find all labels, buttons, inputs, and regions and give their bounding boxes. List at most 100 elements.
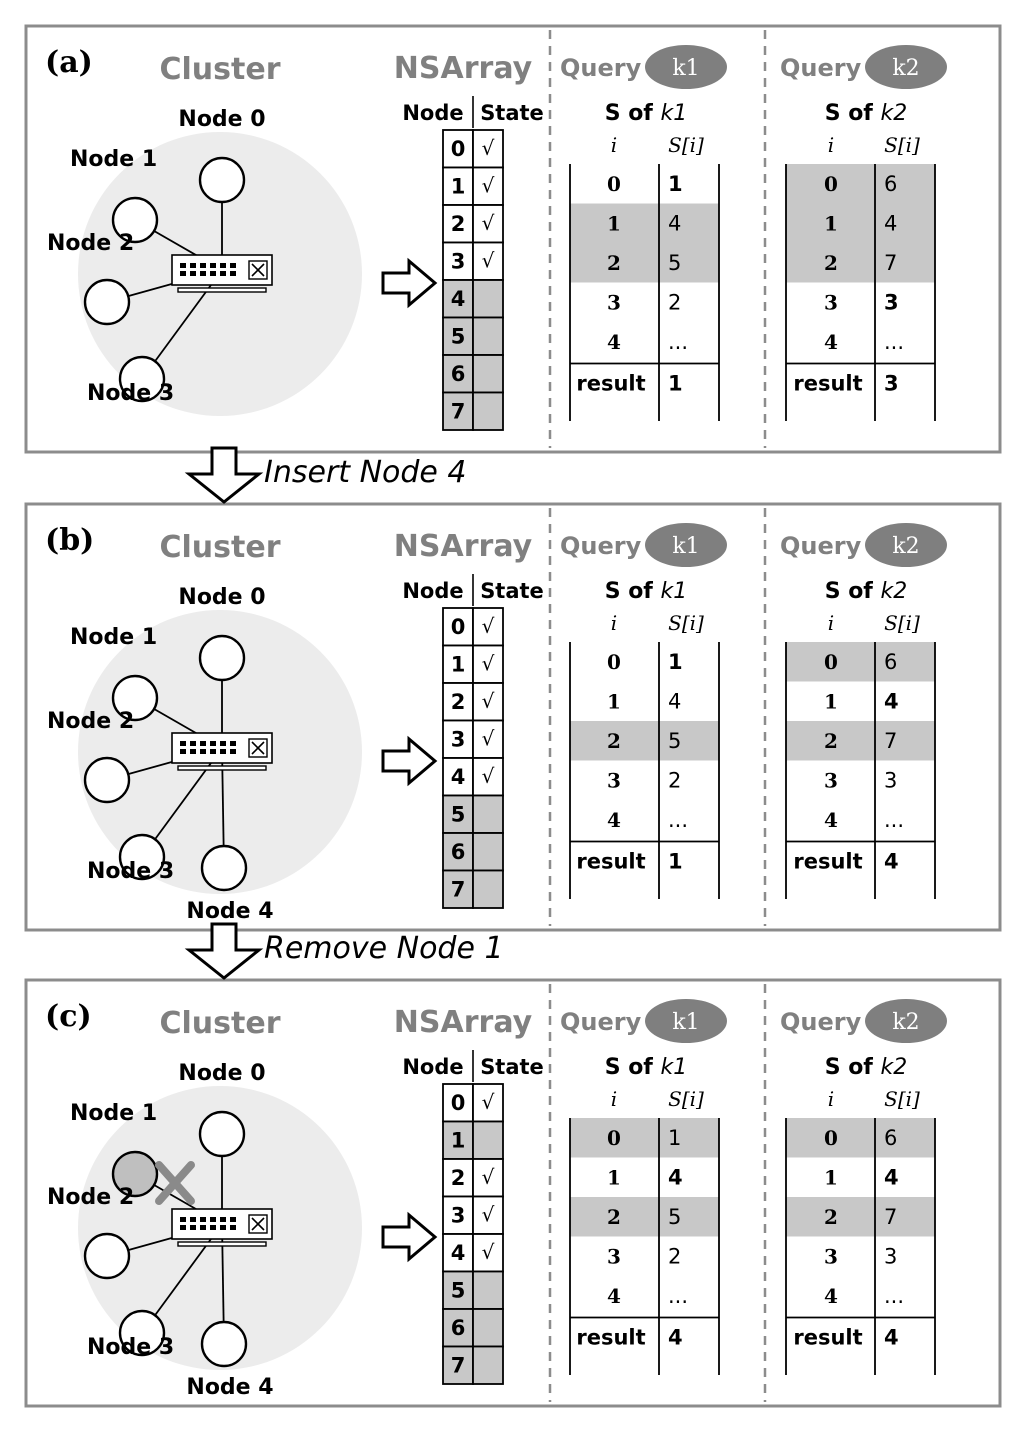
highlight-row — [786, 721, 935, 761]
query-label: Query — [780, 54, 862, 82]
nsarray-node-cell — [442, 1120, 474, 1160]
nsarray-state-mark: √ — [482, 174, 495, 198]
row-value: 4 — [884, 1166, 899, 1190]
row-index: 0 — [607, 1126, 621, 1150]
row-index: 1 — [607, 212, 621, 236]
nsarray-node-index: 3 — [451, 728, 466, 752]
highlight-row — [786, 164, 935, 204]
highlight-row — [570, 243, 719, 283]
row-index: 1 — [607, 690, 621, 714]
query-key: k1 — [672, 534, 699, 559]
nsarray-state-mark: √ — [482, 764, 495, 788]
node-circle — [200, 844, 248, 892]
transition-label: Remove Node 1 — [264, 931, 504, 966]
row-index: 3 — [607, 769, 621, 793]
query-key-pill — [865, 45, 947, 89]
nsarray-node-index: 4 — [451, 765, 466, 789]
nsarray-state-cell — [472, 757, 504, 797]
switch-icon — [171, 1208, 273, 1247]
row-value: 2 — [668, 291, 681, 315]
highlight-row — [570, 203, 719, 243]
nsarray-node-index: 7 — [451, 1354, 466, 1378]
panel-tag: (c) — [45, 999, 92, 1034]
query-key: k2 — [892, 56, 919, 81]
node-label: Node 1 — [70, 625, 157, 650]
node-label: Node 1 — [70, 147, 157, 172]
row-index: 2 — [824, 1205, 838, 1229]
query-key-pill — [865, 999, 947, 1043]
nsarray-state-cell — [472, 354, 504, 394]
query-key: k1 — [672, 1010, 699, 1035]
node-label: Node 0 — [178, 1061, 265, 1086]
result-label: result — [793, 850, 862, 874]
nsarray-header-node: Node — [402, 101, 463, 125]
right-arrow-icon — [381, 257, 438, 309]
nsarray-header-state: State — [480, 579, 544, 603]
row-index: 0 — [824, 1126, 838, 1150]
result-label: result — [793, 1326, 862, 1350]
nsarray-node-index: 5 — [451, 1279, 466, 1303]
nsarray-state-cell — [472, 279, 504, 319]
row-index: 2 — [824, 251, 838, 275]
nsarray-title: NSArray — [394, 529, 533, 564]
row-index: 2 — [607, 251, 621, 275]
nsarray-node-index: 4 — [451, 1241, 466, 1265]
node-label: Node 3 — [87, 381, 174, 406]
node-label: Node 1 — [70, 1101, 157, 1126]
result-value: 1 — [668, 850, 683, 874]
highlight-row — [786, 1197, 935, 1237]
node-label: Node 3 — [87, 1335, 174, 1360]
column-header-i: i — [828, 133, 834, 157]
sequence-title: S of k1 — [605, 1055, 688, 1080]
node-label: Node 4 — [186, 1375, 273, 1400]
sequence-title: S of k2 — [825, 1055, 908, 1080]
nsarray-node-index: 7 — [451, 400, 466, 424]
nsarray-state-mark: √ — [482, 727, 495, 751]
sequence-title: S of k2 — [825, 101, 908, 126]
row-index: 3 — [824, 769, 838, 793]
highlight-row — [570, 1118, 719, 1158]
nsarray-state-mark: √ — [482, 1165, 495, 1189]
node-circle — [198, 634, 246, 682]
nsarray-title: NSArray — [394, 1005, 533, 1040]
nsarray-state-mark: √ — [482, 249, 495, 273]
transition-arrow-icon — [184, 446, 264, 504]
node-label: Node 2 — [47, 709, 134, 734]
query-table-k2: Query k2 S of k2 i S[i] 0 6 1 4 2 7 3 3 4 ... result 3 — [780, 45, 947, 421]
row-value: 1 — [668, 650, 683, 674]
nsarray-node-cell — [442, 757, 474, 797]
cross-mark-icon — [155, 1161, 195, 1205]
nsarray-node-index: 2 — [451, 690, 466, 714]
row-index: 4 — [607, 808, 621, 832]
nsarray-state-cell — [472, 1345, 504, 1385]
column-header-s: S[i] — [668, 1087, 704, 1111]
row-value: 3 — [884, 1245, 897, 1269]
row-value: 3 — [884, 769, 897, 793]
node-circle — [83, 1232, 131, 1280]
nsarray-node-cell — [442, 719, 474, 759]
highlight-row — [786, 203, 935, 243]
node-label: Node 2 — [47, 231, 134, 256]
node-circle — [83, 756, 131, 804]
sequence-title: S of k1 — [605, 579, 688, 604]
node-circle — [111, 196, 159, 244]
nsarray-node-index: 0 — [451, 137, 466, 161]
node-label: Node 4 — [186, 899, 273, 924]
row-value: ... — [668, 330, 688, 354]
nsarray-node-index: 2 — [451, 1166, 466, 1190]
row-value: 5 — [668, 251, 681, 275]
query-label: Query — [780, 532, 862, 560]
nsarray-state-mark: √ — [482, 689, 495, 713]
node-circle — [83, 278, 131, 326]
row-index: 1 — [824, 690, 838, 714]
panel-c: (c) Cluster Node 0 Node 1 Node 2 Node 3 Node 4… — [24, 978, 1002, 1408]
result-value: 1 — [668, 372, 683, 396]
nsarray-state-cell — [472, 1158, 504, 1198]
nsarray-state-cell — [472, 1233, 504, 1273]
nsarray-state-mark: √ — [482, 136, 495, 160]
query-table-k1: Query k1 S of k1 i S[i] 0 1 1 4 2 5 3 2 4 ... result 1 — [560, 45, 727, 421]
query-key-pill — [865, 523, 947, 567]
row-value: 6 — [884, 172, 897, 196]
row-index: 1 — [824, 1166, 838, 1190]
nsarray-state-mark: √ — [482, 211, 495, 235]
